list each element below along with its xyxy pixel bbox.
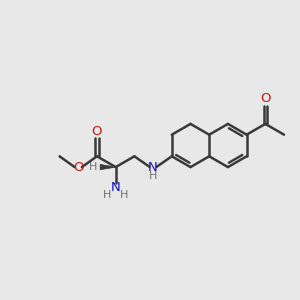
Text: O: O (92, 125, 102, 138)
Text: O: O (73, 160, 83, 174)
Text: N: N (148, 160, 158, 174)
Text: H: H (89, 161, 98, 172)
Text: H: H (120, 190, 128, 200)
Text: O: O (260, 92, 271, 105)
Text: N: N (111, 181, 121, 194)
Text: H: H (148, 171, 157, 181)
Text: H: H (103, 190, 112, 200)
Polygon shape (100, 164, 116, 170)
